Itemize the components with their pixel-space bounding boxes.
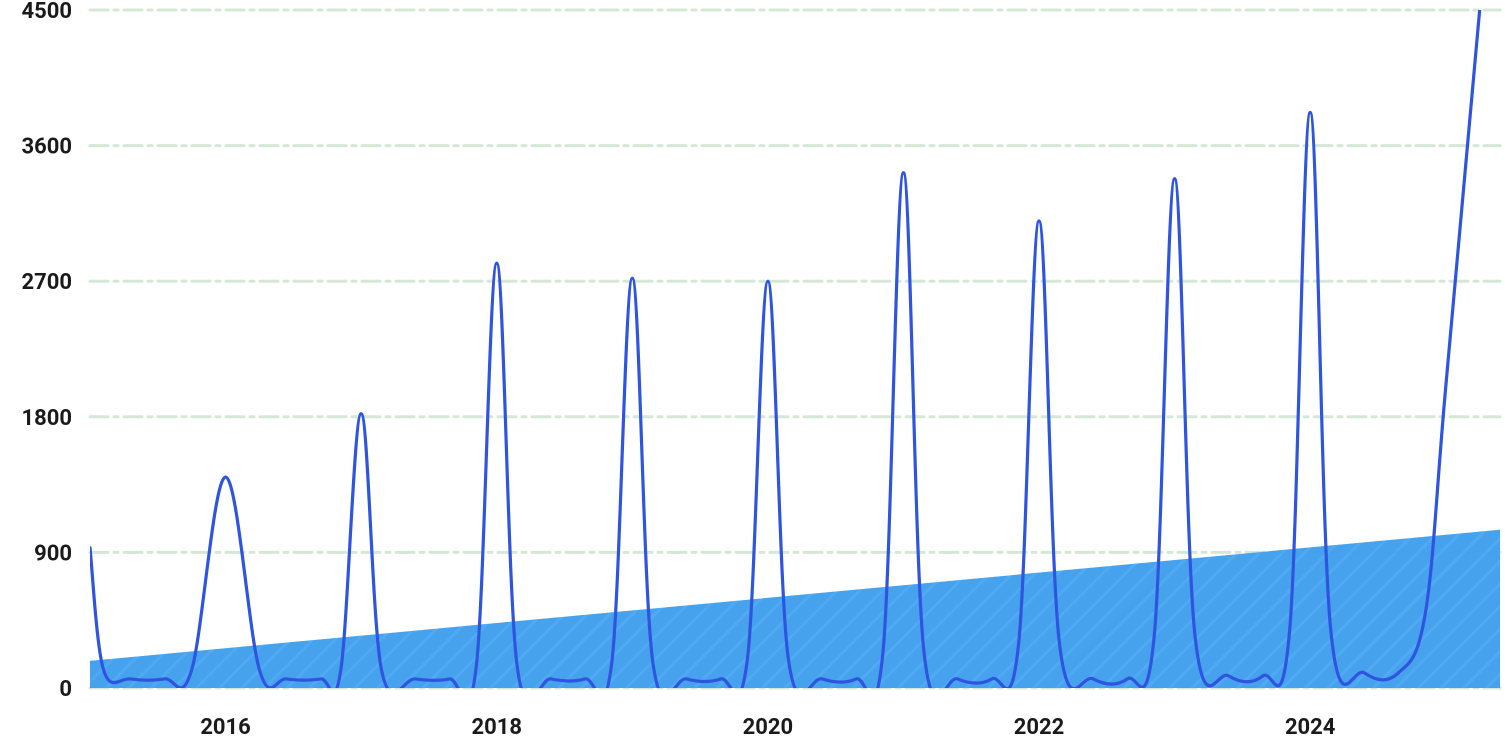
x-tick-label: 2018 (471, 715, 522, 740)
chart-svg: 0 900 1800 2700 3600 4500 2016 2018 2020 2022 2024 (0, 0, 1505, 752)
y-tick-label: 4500 (22, 0, 73, 24)
x-tick-label: 2016 (200, 715, 251, 740)
y-tick-label: 3600 (22, 135, 73, 160)
x-tick-label: 2020 (743, 715, 794, 740)
y-tick-label: 0 (59, 677, 72, 702)
y-tick-label: 2700 (22, 270, 73, 295)
time-series-chart: 0 900 1800 2700 3600 4500 2016 2018 2020 2022 2024 (0, 0, 1505, 752)
y-tick-label: 900 (34, 541, 72, 566)
y-tick-label: 1800 (22, 406, 73, 431)
x-tick-label: 2022 (1014, 715, 1065, 740)
x-tick-label: 2024 (1285, 715, 1336, 740)
